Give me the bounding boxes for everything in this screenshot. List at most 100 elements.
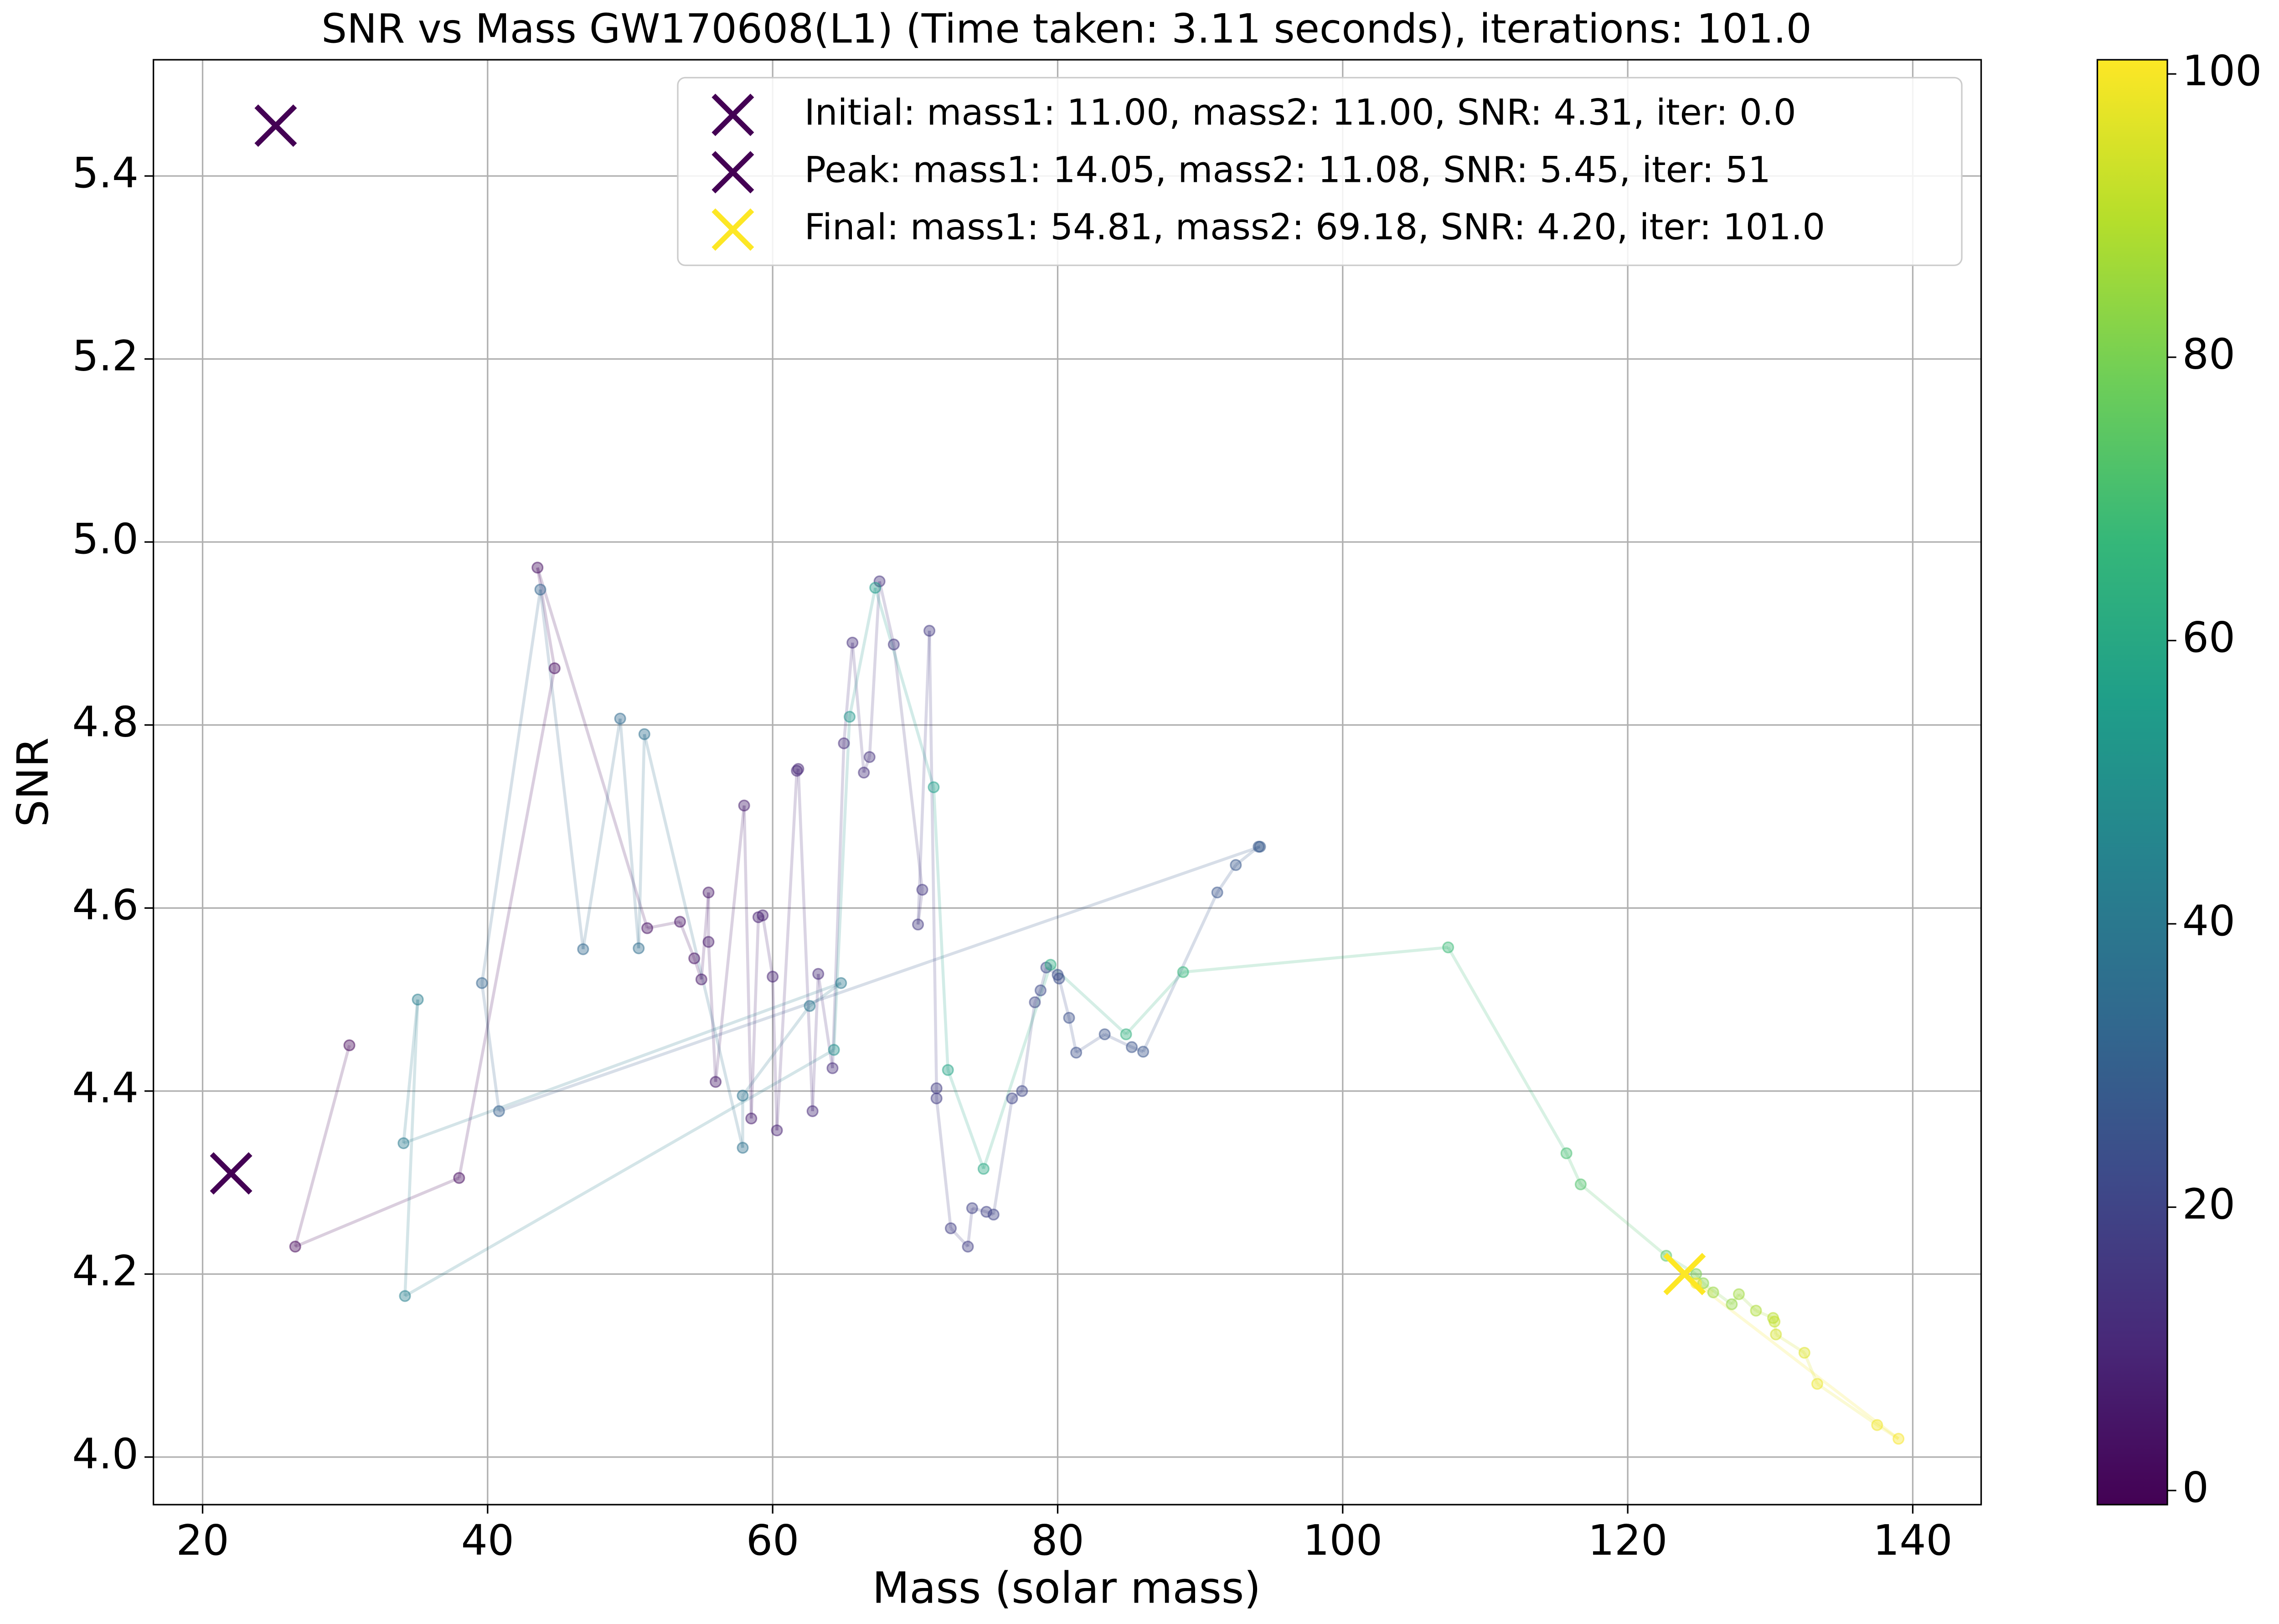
point xyxy=(688,952,701,964)
y-tick-label: 4.8 xyxy=(72,698,139,747)
path-segment xyxy=(1447,946,1568,1154)
point xyxy=(710,1076,722,1088)
y-tick-label: 5.4 xyxy=(72,149,139,197)
path-segment xyxy=(714,805,746,1082)
colorbar-tick-label: 20 xyxy=(2182,1180,2235,1228)
y-axis-label: SNR xyxy=(8,737,58,827)
point xyxy=(944,1222,957,1234)
path-segment xyxy=(771,976,779,1131)
point xyxy=(1053,972,1065,985)
y-tick-label: 5.2 xyxy=(72,332,139,381)
path-segment xyxy=(403,999,419,1296)
point xyxy=(942,1064,954,1076)
path-segment xyxy=(842,642,854,744)
path-segment xyxy=(480,983,501,1112)
path-segment xyxy=(1056,974,1061,979)
point xyxy=(1125,1041,1138,1053)
path-segment xyxy=(1730,1293,1740,1305)
point xyxy=(702,936,715,948)
colorbar xyxy=(2096,59,2168,1505)
colorbar-tick-label: 100 xyxy=(2182,46,2262,95)
point xyxy=(987,1208,1000,1221)
path-segment xyxy=(1816,1382,1878,1427)
path-segment xyxy=(831,743,846,1068)
marker xyxy=(254,104,297,147)
point xyxy=(1726,1298,1738,1310)
plot-frame xyxy=(152,59,1982,1505)
chart-title: SNR vs Mass GW170608(L1) (Time taken: 3.… xyxy=(321,5,1812,52)
path-segment xyxy=(700,892,710,980)
x-axis-label: Mass (solar mass) xyxy=(872,1563,1261,1614)
path-segment xyxy=(693,958,703,980)
legend-label: Final: mass1: 54.81, mass2: 69.18, SNR: … xyxy=(804,206,1825,248)
point xyxy=(962,1240,974,1253)
path-segment xyxy=(1142,892,1219,1052)
point xyxy=(1016,1085,1028,1097)
y-tick-label: 4.4 xyxy=(72,1064,139,1113)
path-segment xyxy=(498,845,1261,1113)
path-segment xyxy=(1039,967,1048,991)
y-tick-label: 4.0 xyxy=(72,1430,139,1479)
colorbar-tick-label: 80 xyxy=(2182,330,2235,379)
point xyxy=(1871,1419,1883,1431)
cross-stroke xyxy=(1663,1253,1706,1295)
point xyxy=(1070,1047,1083,1059)
path-segment xyxy=(582,718,622,950)
point xyxy=(1798,1346,1810,1359)
marker xyxy=(210,1152,253,1195)
point xyxy=(928,781,940,794)
path-segment xyxy=(851,642,866,773)
point xyxy=(863,751,876,763)
point xyxy=(806,1105,819,1117)
path-segment xyxy=(761,915,774,977)
point xyxy=(531,562,544,574)
point xyxy=(1574,1178,1587,1191)
path-segment xyxy=(678,921,696,959)
point xyxy=(916,883,928,896)
path-segment xyxy=(1579,1183,1667,1257)
point xyxy=(397,1137,410,1150)
path-segment xyxy=(878,581,896,645)
path-segment xyxy=(946,1069,985,1170)
point xyxy=(846,636,859,649)
path-segment xyxy=(403,981,842,1145)
point xyxy=(1732,1288,1745,1300)
point xyxy=(534,583,547,596)
point xyxy=(476,977,488,989)
point xyxy=(966,1202,978,1214)
path-segment xyxy=(539,589,585,949)
point xyxy=(873,575,886,588)
point xyxy=(1034,984,1047,996)
point xyxy=(826,1062,839,1074)
path-segment xyxy=(972,1206,987,1213)
path-segment xyxy=(1755,1309,1774,1320)
path-segment xyxy=(1033,990,1042,1003)
point xyxy=(548,662,561,675)
point xyxy=(1044,959,1057,971)
path-segment xyxy=(1738,1293,1757,1312)
point xyxy=(399,1290,411,1302)
path-segment xyxy=(832,717,851,1050)
point xyxy=(1892,1433,1905,1445)
point xyxy=(1211,886,1223,899)
path-segment xyxy=(1772,1317,1776,1322)
point xyxy=(695,973,707,985)
point xyxy=(838,737,850,749)
path-segment xyxy=(795,768,799,772)
point xyxy=(745,1112,758,1125)
point xyxy=(737,1142,749,1154)
path-segment xyxy=(1057,978,1071,1018)
x-tick-label: 100 xyxy=(1303,1516,1382,1565)
point xyxy=(858,766,870,779)
point xyxy=(835,977,847,989)
point xyxy=(1442,941,1454,954)
path-segment xyxy=(643,733,744,1148)
point xyxy=(1770,1328,1782,1340)
x-tick-label: 80 xyxy=(1031,1516,1084,1565)
path-segment xyxy=(758,914,763,919)
path-segment xyxy=(809,982,842,1007)
point xyxy=(828,1044,840,1056)
colorbar-tick-label: 0 xyxy=(2182,1463,2209,1512)
path-segment xyxy=(868,581,881,758)
